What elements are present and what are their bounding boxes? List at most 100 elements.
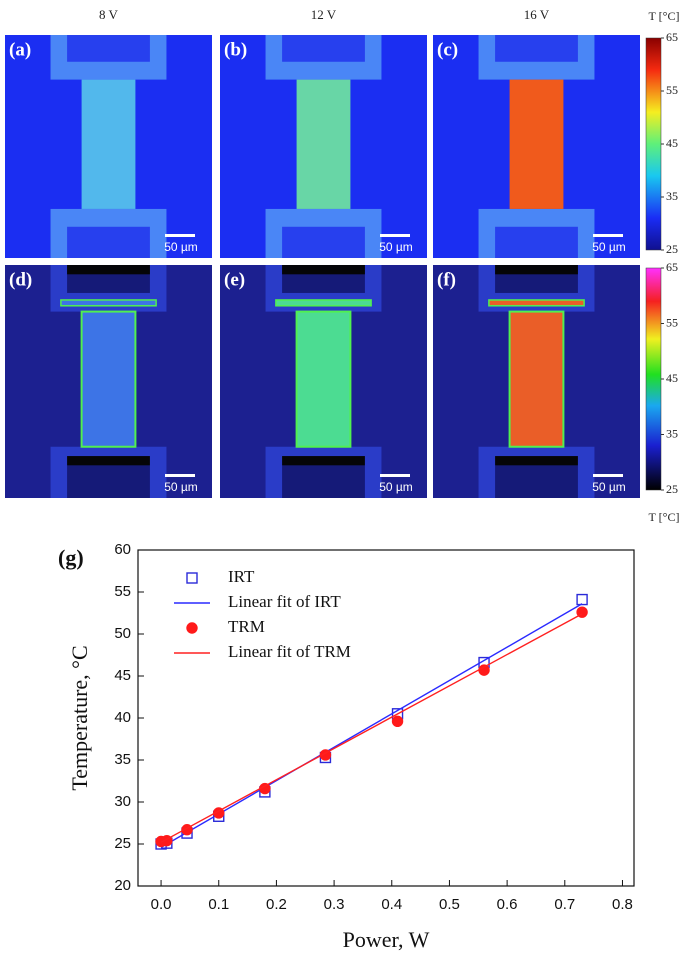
x-tick-label: 0.7 — [554, 896, 575, 913]
x-tick-label: 0.4 — [381, 896, 402, 913]
x-tick-label: 0.3 — [324, 896, 345, 913]
bottom-pad-inner — [282, 226, 365, 258]
bridge — [81, 79, 136, 209]
panel-label: (f) — [437, 269, 456, 290]
x-axis-title: Power, W — [343, 927, 430, 952]
y-tick-label: 20 — [114, 877, 131, 894]
panel-label: (a) — [9, 39, 31, 60]
colorbar-tick-label: 25 — [666, 242, 678, 256]
bottom-pad-inner — [67, 226, 150, 258]
panel-label: (c) — [437, 39, 458, 60]
legend-label: TRM — [228, 617, 265, 636]
legend-label: Linear fit of IRT — [228, 592, 341, 611]
panel-label: (d) — [9, 269, 32, 290]
scale-bar-label: 50 µm — [379, 480, 413, 494]
fit-line — [160, 613, 583, 843]
bridge — [508, 310, 565, 448]
chart: 0.0 0.1 0.2 0.3 0.4 0.5 0.6 0.7 0.8 20 25 30 35 40 45 5… — [58, 541, 635, 952]
colorbar-tick-label: 65 — [666, 30, 678, 44]
y-axis-title: Temperature, °C — [67, 645, 92, 790]
legend-label: Linear fit of TRM — [228, 642, 351, 661]
scale-bar — [593, 234, 623, 237]
panel: (e) 50 µm — [220, 265, 427, 498]
x-tick-label: 0.0 — [151, 896, 172, 913]
dark-band — [67, 265, 150, 275]
dark-band — [67, 456, 150, 466]
y-tick-label: 35 — [114, 751, 131, 768]
scale-bar-label: 50 µm — [379, 240, 413, 254]
y-tick-label: 45 — [114, 667, 131, 684]
dark-band — [282, 265, 365, 275]
colorbar-tick-label: 55 — [666, 83, 678, 97]
scale-bar-label: 50 µm — [164, 240, 198, 254]
colorbar-tick-label: 45 — [666, 136, 678, 150]
colorbar-tick-label: 55 — [666, 315, 678, 329]
scale-bar-label: 50 µm — [592, 240, 626, 254]
bridge — [509, 79, 564, 209]
column-header: 8 V — [99, 7, 119, 22]
thermal-images: 8 V 12 V 16 V (a) 50 µm (b) 50 µm (c) 50 µm (d) 50… — [5, 7, 679, 524]
colorbar-tick-label: 65 — [666, 260, 678, 274]
top-pad-inner — [495, 35, 578, 62]
heater-line — [488, 299, 585, 307]
panel: (b) 50 µm — [220, 35, 427, 258]
colorbar-tick-label: 35 — [666, 189, 678, 203]
colorbar-tick-label: 25 — [666, 482, 678, 496]
scale-bar-label: 50 µm — [164, 480, 198, 494]
y-tick-label: 40 — [114, 709, 131, 726]
column-header: 12 V — [311, 7, 337, 22]
x-tick-label: 0.5 — [439, 896, 460, 913]
scale-bar — [380, 234, 410, 237]
panel-label: (g) — [58, 545, 84, 570]
scale-bar — [380, 474, 410, 477]
bridge — [295, 310, 352, 448]
bottom-pad-inner — [67, 465, 150, 498]
colorbar — [645, 37, 662, 251]
y-tick-label: 25 — [114, 835, 131, 852]
heater-line — [275, 299, 372, 307]
column-header: 16 V — [524, 7, 550, 22]
scale-bar-label: 50 µm — [592, 480, 626, 494]
x-tick-label: 0.6 — [497, 896, 518, 913]
x-tick-label: 0.2 — [266, 896, 287, 913]
bottom-pad-inner — [495, 465, 578, 498]
bottom-pad-inner — [495, 226, 578, 258]
y-tick-label: 55 — [114, 583, 131, 600]
colorbar-title: T [°C] — [649, 510, 680, 524]
bottom-pad-inner — [282, 465, 365, 498]
data-point — [576, 593, 588, 606]
top-pad-inner — [67, 35, 150, 62]
panel: (a) 50 µm — [5, 35, 212, 258]
colorbar-tick-label: 45 — [666, 371, 678, 385]
bridge — [80, 310, 137, 448]
y-tick-label: 30 — [114, 793, 131, 810]
colorbar — [645, 267, 662, 491]
scale-bar — [165, 474, 195, 477]
y-tick-label: 60 — [114, 541, 131, 558]
x-tick-label: 0.8 — [612, 896, 633, 913]
panel-label: (e) — [224, 269, 245, 290]
dark-band — [495, 265, 578, 275]
x-tick-label: 0.1 — [208, 896, 229, 913]
top-pad-inner — [282, 35, 365, 62]
panel: (d) 50 µm — [5, 265, 212, 498]
legend-marker — [186, 622, 198, 634]
scale-bar — [165, 234, 195, 237]
panel-label: (b) — [224, 39, 247, 60]
colorbar-tick-label: 35 — [666, 426, 678, 440]
bridge — [296, 79, 351, 209]
dark-band — [495, 456, 578, 466]
heater-line — [60, 299, 157, 307]
legend-label: IRT — [228, 567, 255, 586]
colorbar-title: T [°C] — [649, 9, 680, 23]
scale-bar — [593, 474, 623, 477]
legend-marker — [186, 572, 198, 584]
y-tick-label: 50 — [114, 625, 131, 642]
dark-band — [282, 456, 365, 466]
data-point — [391, 715, 404, 728]
panel: (c) 50 µm — [433, 35, 640, 258]
panel: (f) 50 µm — [433, 265, 640, 498]
fit-line — [160, 603, 583, 848]
